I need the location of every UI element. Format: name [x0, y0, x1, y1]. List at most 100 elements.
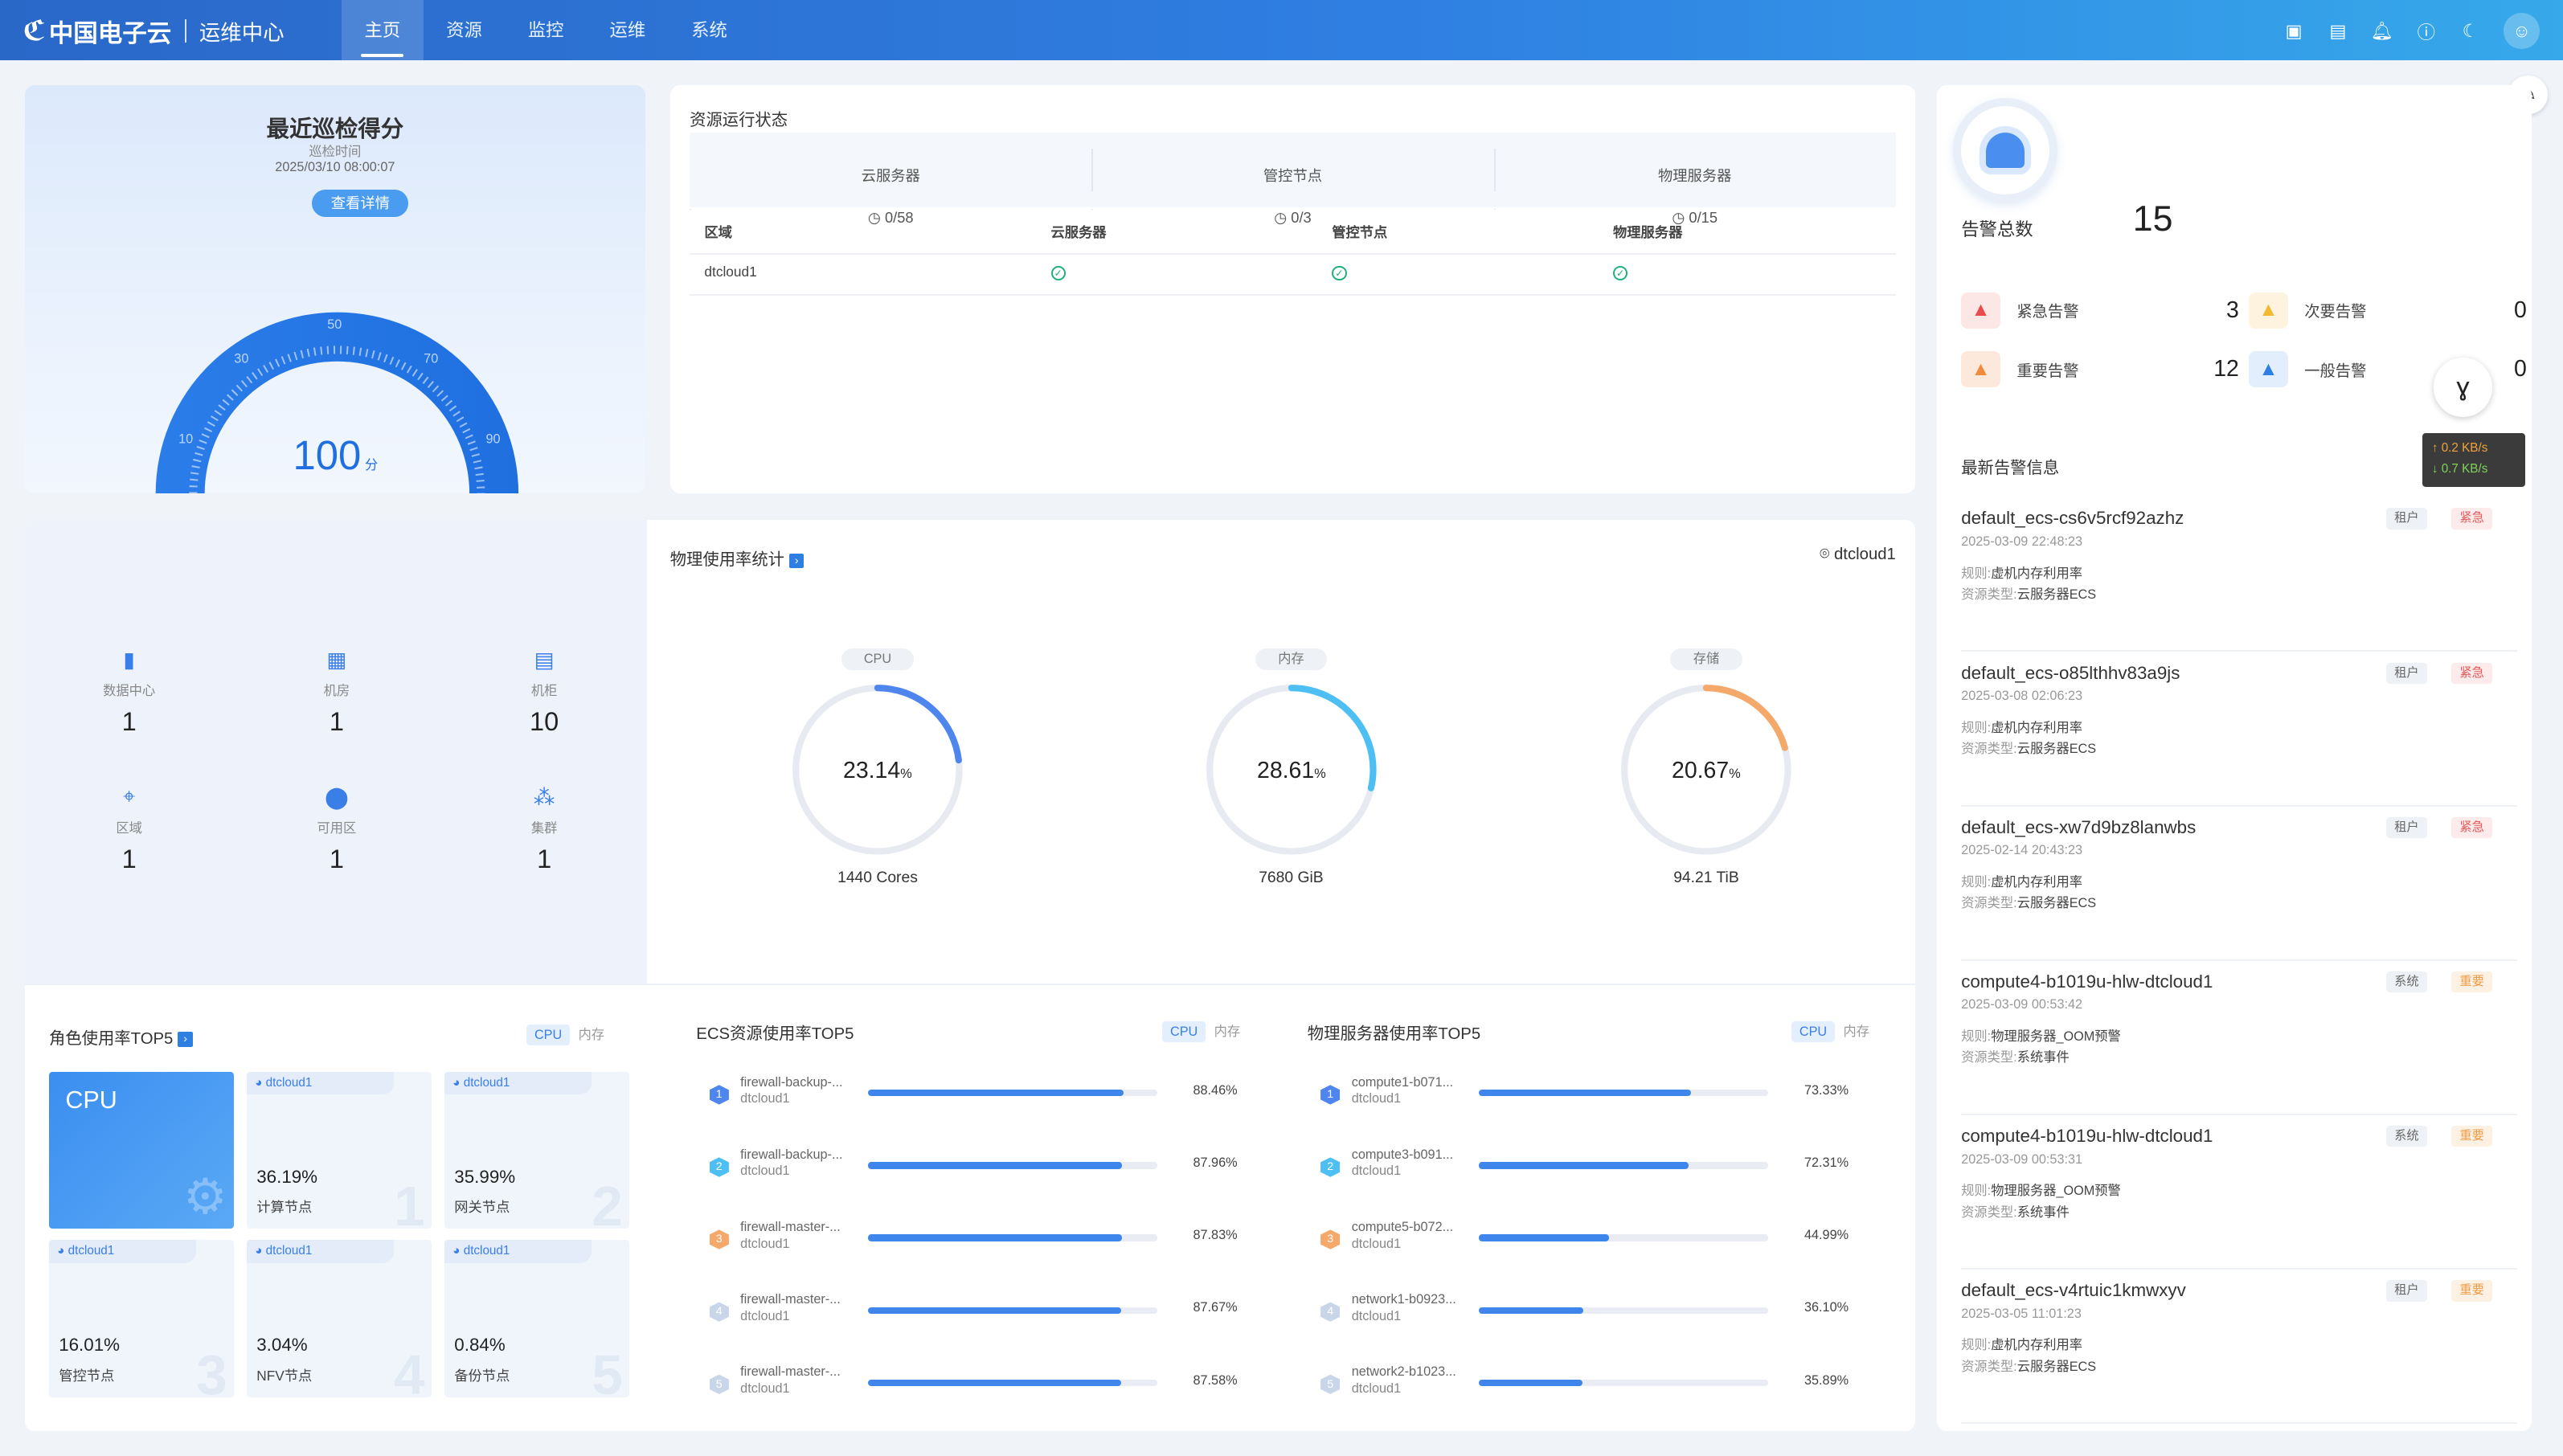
infra-rack[interactable]: ▤ 机柜 10: [495, 647, 593, 737]
alarm-resource-name[interactable]: default_ecs-cs6v5rcf92azhz: [1961, 508, 2184, 529]
infra-room[interactable]: ▦ 机房 1: [288, 647, 386, 737]
role-tile[interactable]: ◕ dtcloud1 4 3.04% NFV节点: [247, 1240, 432, 1397]
arrow-right-icon[interactable]: ›: [178, 1032, 193, 1047]
switch-cpu[interactable]: CPU: [1791, 1020, 1836, 1043]
rank-row[interactable]: 1 firewall-backup-... dtcloud1 88.46%: [696, 1062, 1251, 1127]
screen-icon[interactable]: ▣: [2285, 20, 2303, 41]
switch-cpu[interactable]: CPU: [1161, 1020, 1206, 1043]
inspection-score-card: 最近巡检得分 巡检时间 2025/03/10 08:00:07 查看详情 10 …: [24, 84, 646, 494]
alarm-resource-name[interactable]: compute4-b1019u-hlw-dtcloud1: [1961, 971, 2213, 992]
alarm-list-item[interactable]: default_ecs-xw7d9bz8lanwbs 2025-02-14 20:…: [1961, 816, 2517, 961]
usage-ring-0[interactable]: CPU 23.14% 1440 Cores: [788, 648, 968, 886]
cloud-logo-icon: ℭ: [23, 15, 46, 47]
user-avatar-icon[interactable]: ☺: [2504, 13, 2540, 49]
upload-speed: ↑ 0.2 KB/s: [2431, 440, 2488, 455]
rank-row[interactable]: 4 firewall-master-... dtcloud1 87.67%: [696, 1279, 1251, 1344]
rank-bar-fill: [867, 1307, 1122, 1314]
network-speed-widget[interactable]: ↑ 0.2 KB/s ↓ 0.7 KB/s: [2422, 432, 2525, 487]
summary-label: 管控节点: [1263, 167, 1323, 185]
tab-system[interactable]: 系统: [691, 20, 727, 40]
infra-region[interactable]: ⌖ 区域 1: [80, 784, 178, 874]
usage-ring-2[interactable]: 存储 20.67% 94.21 TiB: [1616, 648, 1796, 886]
alarm-resource-name[interactable]: compute4-b1019u-hlw-dtcloud1: [1961, 1126, 2213, 1147]
alarm-resource-name[interactable]: default_ecs-v4rtuic1kmwxyv: [1961, 1280, 2186, 1301]
help-icon[interactable]: ⓘ: [2417, 22, 2435, 43]
zone-icon: ◕: [57, 1244, 68, 1258]
alarm-resource-type: 资源类型:系统事件: [1961, 1201, 2070, 1221]
rank-row[interactable]: 2 compute3-b091... dtcloud1 72.31%: [1308, 1135, 1863, 1200]
type-label: 资源类型:: [1961, 742, 2017, 757]
alarm-list-item[interactable]: compute4-b1019u-hlw-dtcloud1 2025-03-09 0…: [1961, 1126, 2517, 1270]
download-speed: ↓ 0.7 KB/s: [2431, 462, 2488, 476]
rank-badge: 2: [1320, 1157, 1341, 1177]
infra-cluster[interactable]: ⁂ 集群 1: [495, 784, 593, 874]
tab-monitor[interactable]: 监控: [527, 20, 564, 40]
alarm-level-count: 3: [2226, 297, 2239, 323]
rank-row[interactable]: 4 network1-b0923... dtcloud1 36.10%: [1308, 1279, 1863, 1344]
cluster-icon: ⁂: [533, 784, 555, 809]
role-tile[interactable]: ◕ dtcloud1 2 35.99% 网关节点: [444, 1071, 629, 1229]
ring-capacity: 7680 GiB: [1259, 869, 1324, 886]
source-tag: 租户: [2385, 816, 2427, 839]
physical-usage-title: 物理使用率统计 ›: [670, 546, 805, 570]
arrow-right-icon[interactable]: ›: [789, 553, 805, 568]
usage-ring-1[interactable]: 内存 28.61% 7680 GiB: [1202, 648, 1382, 886]
infra-zone[interactable]: ⬤ 可用区 1: [288, 784, 386, 874]
rank-row[interactable]: 2 firewall-backup-... dtcloud1 87.96%: [696, 1135, 1251, 1200]
alarm-list-item[interactable]: default_ecs-v4rtuic1kmwxyv 2025-03-05 11:…: [1961, 1280, 2517, 1425]
assistant-logo-icon[interactable]: ɣ: [2433, 358, 2493, 417]
document-icon[interactable]: ▤: [2329, 20, 2347, 41]
alarm-rule: 规则:虚机内存利用率: [1961, 562, 2082, 582]
location-filter[interactable]: ⌾ dtcloud1: [1820, 546, 1896, 564]
role-name: NFV节点: [256, 1367, 313, 1384]
warning-triangle-icon: ▲: [2249, 351, 2288, 387]
bell-icon[interactable]: 🔔︎: [2370, 20, 2394, 41]
alarm-time: 2025-03-09 22:48:23: [1961, 534, 2083, 549]
switch-memory[interactable]: 内存: [1214, 1024, 1241, 1039]
summary-physical-server[interactable]: 物理服务器 ◷ 0/15: [1493, 133, 1896, 226]
rank-row[interactable]: 5 firewall-master-... dtcloud1 87.58%: [696, 1352, 1251, 1417]
switch-cpu[interactable]: CPU: [526, 1024, 571, 1046]
alarm-list-item[interactable]: compute4-b1019u-hlw-dtcloud1 2025-03-09 0…: [1961, 971, 2517, 1115]
rank-row[interactable]: 3 firewall-master-... dtcloud1 87.83%: [696, 1207, 1251, 1272]
alarm-level-3[interactable]: ▲ 一般告警 0: [2249, 348, 2527, 391]
role-tile[interactable]: ◕ dtcloud1 3 16.01% 管控节点: [49, 1240, 234, 1397]
resource-status-title: 资源运行状态: [690, 112, 788, 130]
alarm-level-1[interactable]: ▲ 次要告警 0: [2249, 289, 2527, 332]
switch-memory[interactable]: 内存: [1843, 1024, 1869, 1039]
role-tile[interactable]: ◕ dtcloud1 5 0.84% 备份节点: [444, 1240, 629, 1397]
rank-bar-fill: [867, 1162, 1123, 1169]
alarm-list-item[interactable]: default_ecs-cs6v5rcf92azhz 2025-03-09 22:…: [1961, 508, 2517, 652]
building-icon: ▦: [326, 648, 347, 673]
ring-fill: [1621, 684, 1791, 855]
ring-label: 内存: [1255, 648, 1328, 670]
infra-datacenter[interactable]: ▮ 数据中心 1: [80, 647, 178, 737]
rank-row[interactable]: 5 network2-b1023... dtcloud1 35.89%: [1308, 1352, 1863, 1417]
severity-tag: 紧急: [2451, 662, 2493, 684]
alarm-level-2[interactable]: ▲ 重要告警 12: [1961, 348, 2239, 391]
tab-resource[interactable]: 资源: [446, 20, 482, 40]
alarm-resource-name[interactable]: default_ecs-o85lthhv83a9js: [1961, 662, 2180, 683]
summary-control-node[interactable]: 管控节点 ◷ 0/3: [1091, 133, 1493, 226]
alarm-level-0[interactable]: ▲ 紧急告警 3: [1961, 289, 2239, 332]
alarm-panel: 告警总数 15 ▲ 紧急告警 3 ▲ 次要告警 0 ▲ 重要告警 12 ▲ 一般告警 0 最新告警信息…: [1936, 84, 2532, 1432]
rank-row[interactable]: 1 compute1-b071... dtcloud1 73.33%: [1308, 1062, 1863, 1127]
brand-logo[interactable]: ℭ 中国电子云 运维中心: [23, 14, 284, 47]
rank-row[interactable]: 3 compute5-b072... dtcloud1 44.99%: [1308, 1207, 1863, 1272]
role-tile[interactable]: ◕ dtcloud1 1 36.19% 计算节点: [247, 1071, 432, 1229]
summary-cloud-server[interactable]: 云服务器 ◷ 0/58: [690, 133, 1091, 226]
rank-badge: 3: [1320, 1229, 1341, 1249]
ring-value-number: 20.67: [1672, 758, 1729, 783]
view-details-button[interactable]: 查看详情: [312, 189, 409, 218]
type-value: 云服务器ECS: [2016, 896, 2097, 911]
moon-icon[interactable]: ☾: [2462, 20, 2479, 41]
alarm-resource-type: 资源类型:云服务器ECS: [1961, 583, 2096, 603]
role-rank: 3: [196, 1343, 227, 1397]
source-tag: 系统: [2385, 971, 2427, 993]
switch-memory[interactable]: 内存: [578, 1027, 605, 1042]
alarm-rule: 规则:虚机内存利用率: [1961, 871, 2082, 890]
alarm-resource-name[interactable]: default_ecs-xw7d9bz8lanwbs: [1961, 816, 2197, 837]
tab-home[interactable]: 主页: [342, 0, 424, 61]
alarm-list-item[interactable]: default_ecs-o85lthhv83a9js 2025-03-08 02:…: [1961, 662, 2517, 807]
tab-ops[interactable]: 运维: [609, 20, 646, 40]
